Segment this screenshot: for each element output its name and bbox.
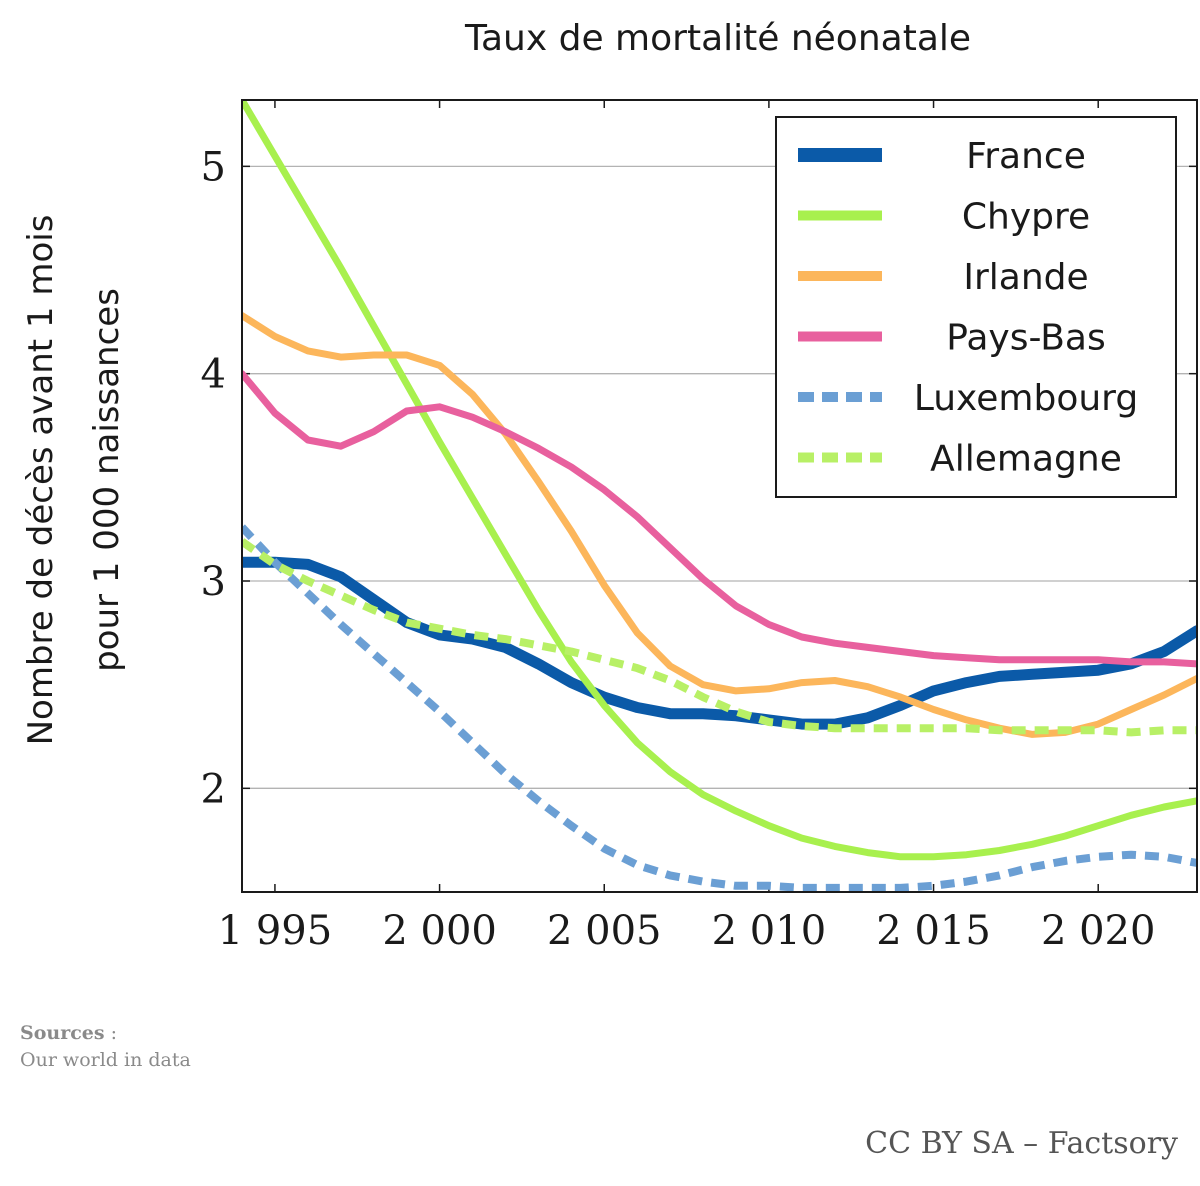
x-tick-label: 2 005 xyxy=(547,908,662,954)
axis-ticks: 2 3 4 5 1 995 2 000 2 005 2 010 2 015 2 020 xyxy=(201,100,1197,954)
x-tick-label: 2 020 xyxy=(1041,908,1156,954)
y-tick-label: 4 xyxy=(201,352,226,398)
series-lines xyxy=(242,100,1197,892)
x-tick-label: 2 015 xyxy=(876,908,991,954)
chart: Taux de mortalité néonatale Nombre de dé… xyxy=(21,18,1198,954)
y-tick-label: 5 xyxy=(201,144,226,190)
legend-box xyxy=(775,116,1177,498)
license-credit: CC BY SA – Factsory xyxy=(865,1126,1178,1161)
sources-separator: : xyxy=(104,1022,118,1044)
legend-label: Allemagne xyxy=(930,439,1122,480)
legend-label: France xyxy=(966,136,1086,177)
series-line-allemagne xyxy=(242,538,1197,737)
legend: France Chypre Irlande Pays-Bas Luxembourg All… xyxy=(775,116,1177,498)
legend-label: Chypre xyxy=(962,197,1090,238)
legend-label: Pays-Bas xyxy=(946,318,1105,359)
chart-title: Taux de mortalité néonatale xyxy=(464,18,971,59)
series-line-chypre xyxy=(242,100,1197,861)
y-tick-label: 3 xyxy=(201,559,226,605)
y-axis-label-line1: Nombre de décès avant 1 mois xyxy=(21,215,61,746)
series-line-luxembourg xyxy=(242,524,1197,892)
series-line-france xyxy=(242,556,1197,730)
x-tick-label: 2 010 xyxy=(712,908,827,954)
y-tick-label: 2 xyxy=(201,766,226,812)
series-line-pays-bas xyxy=(242,370,1197,668)
y-axis-label-line2: pour 1 000 naissances xyxy=(87,288,127,672)
sources-note: Sources : Our world in data xyxy=(20,1020,191,1074)
sources-text: Our world in data xyxy=(20,1049,191,1071)
legend-label: Irlande xyxy=(963,257,1088,298)
plot-frame xyxy=(241,99,1198,893)
x-tick-label: 1 995 xyxy=(218,908,333,954)
legend-label: Luxembourg xyxy=(914,378,1138,419)
x-tick-label: 2 000 xyxy=(382,908,497,954)
sources-label: Sources xyxy=(20,1022,105,1044)
